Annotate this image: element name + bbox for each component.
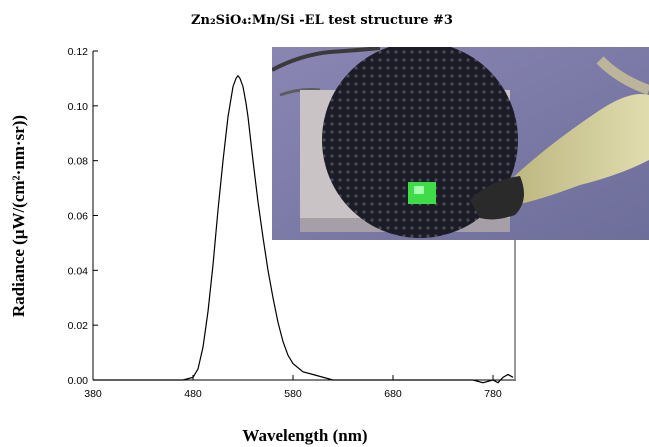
y-ticks: 0.00 0.02 0.04 0.06 0.08 0.10 0.12 xyxy=(68,46,98,387)
y-tick-label: 0.04 xyxy=(68,265,89,277)
x-ticks: 380 480 580 680 780 xyxy=(84,375,502,400)
y-tick-label: 0.10 xyxy=(68,101,89,113)
y-axis-title: Radiance (μW/(cm²·nm·sr)) xyxy=(9,115,28,317)
y-tick-label: 0.06 xyxy=(68,211,89,223)
series-line xyxy=(93,74,514,384)
sample-wafer xyxy=(322,47,518,238)
y-tick-label: 0.12 xyxy=(68,46,89,58)
x-tick-label: 480 xyxy=(184,388,202,400)
x-tick-label: 680 xyxy=(384,388,402,400)
x-axis-title: Wavelength (nm) xyxy=(242,426,367,445)
probe xyxy=(500,94,649,205)
chart-title: Zn₂SiO₄:Mn/Si -EL test structure #3 xyxy=(191,13,453,28)
y-tick-label: 0.08 xyxy=(68,156,89,168)
x-tick-label: 580 xyxy=(284,388,302,400)
x-tick-label: 780 xyxy=(484,388,502,400)
inset-photo xyxy=(272,47,649,240)
x-tick-label: 380 xyxy=(84,388,102,400)
y-tick-label: 0.00 xyxy=(68,375,89,387)
y-tick-label: 0.02 xyxy=(68,320,89,332)
